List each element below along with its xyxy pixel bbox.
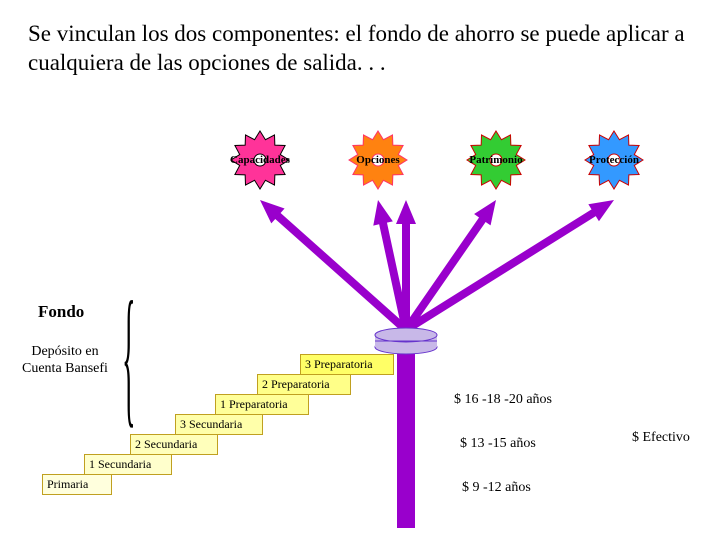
age-label: $ 16 -18 -20 años [454, 392, 552, 408]
gear-opciones: Opciones [348, 130, 408, 190]
disk-icon [373, 327, 439, 355]
stairs-container: 3 Preparatoria2 Preparatoria1 Preparator… [32, 355, 394, 495]
stair-step: 1 Preparatoria [215, 394, 309, 415]
gear-label: Patrimonio [469, 154, 522, 166]
stair-step: 2 Secundaria [130, 434, 218, 455]
stair-step: 1 Secundaria [84, 454, 172, 475]
page-title: Se vinculan los dos componentes: el fond… [28, 20, 692, 78]
gear-label: Protección [589, 154, 639, 166]
gear-capacidades: Capacidades [230, 130, 290, 190]
gear-label: Capacidades [230, 154, 290, 166]
stair-step: 2 Preparatoria [257, 374, 351, 395]
fondo-label: Fondo [38, 302, 84, 322]
gear-patrimonio: Patrimonio [466, 130, 526, 190]
efectivo-label: $ Efectivo [632, 430, 690, 446]
gear-proteccion: Protección [584, 130, 644, 190]
age-label: $ 9 -12 años [462, 480, 531, 496]
gear-label: Opciones [356, 154, 399, 166]
age-label: $ 13 -15 años [460, 436, 536, 452]
stair-step: Primaria [42, 474, 112, 495]
gear-row: Capacidades Opciones Patrimonio Protecci… [230, 130, 644, 190]
fund-disk [373, 327, 439, 355]
stair-step: 3 Secundaria [175, 414, 263, 435]
stair-step: 3 Preparatoria [300, 354, 394, 375]
